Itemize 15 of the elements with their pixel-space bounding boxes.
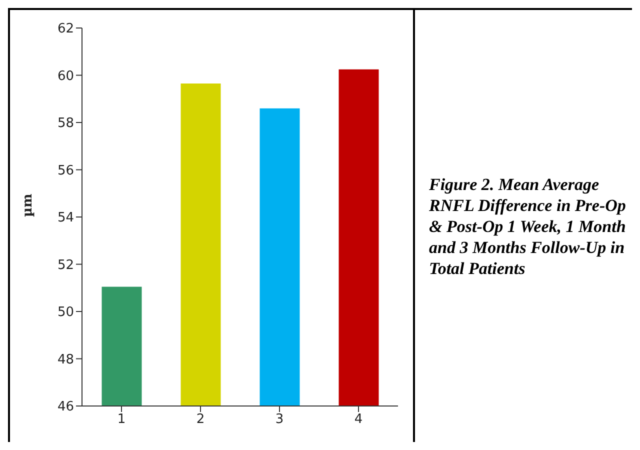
x-tick-label: 2 [196, 412, 205, 428]
x-tick-label: 1 [117, 412, 126, 428]
y-tick-label: 62 [57, 22, 74, 37]
y-tick-label: 52 [57, 258, 74, 273]
y-tick-label: 58 [57, 116, 74, 132]
y-axis-title: µm [20, 193, 36, 217]
y-tick-label: 50 [57, 305, 74, 320]
x-tick-label: 3 [275, 412, 284, 428]
y-tick-label: 46 [57, 400, 74, 415]
y-tick-label: 48 [57, 352, 74, 368]
y-tick-label: 56 [57, 163, 74, 178]
y-tick-label: 54 [57, 210, 74, 226]
x-tick-label: 4 [354, 412, 363, 428]
y-tick-label: 60 [57, 68, 74, 84]
text: Figure 2. Mean Average RNFL Difference in Pre-Op & Post-Op 1 Week, 1 Month and 3 Months Follow-Up in Total Patients [429, 174, 627, 278]
